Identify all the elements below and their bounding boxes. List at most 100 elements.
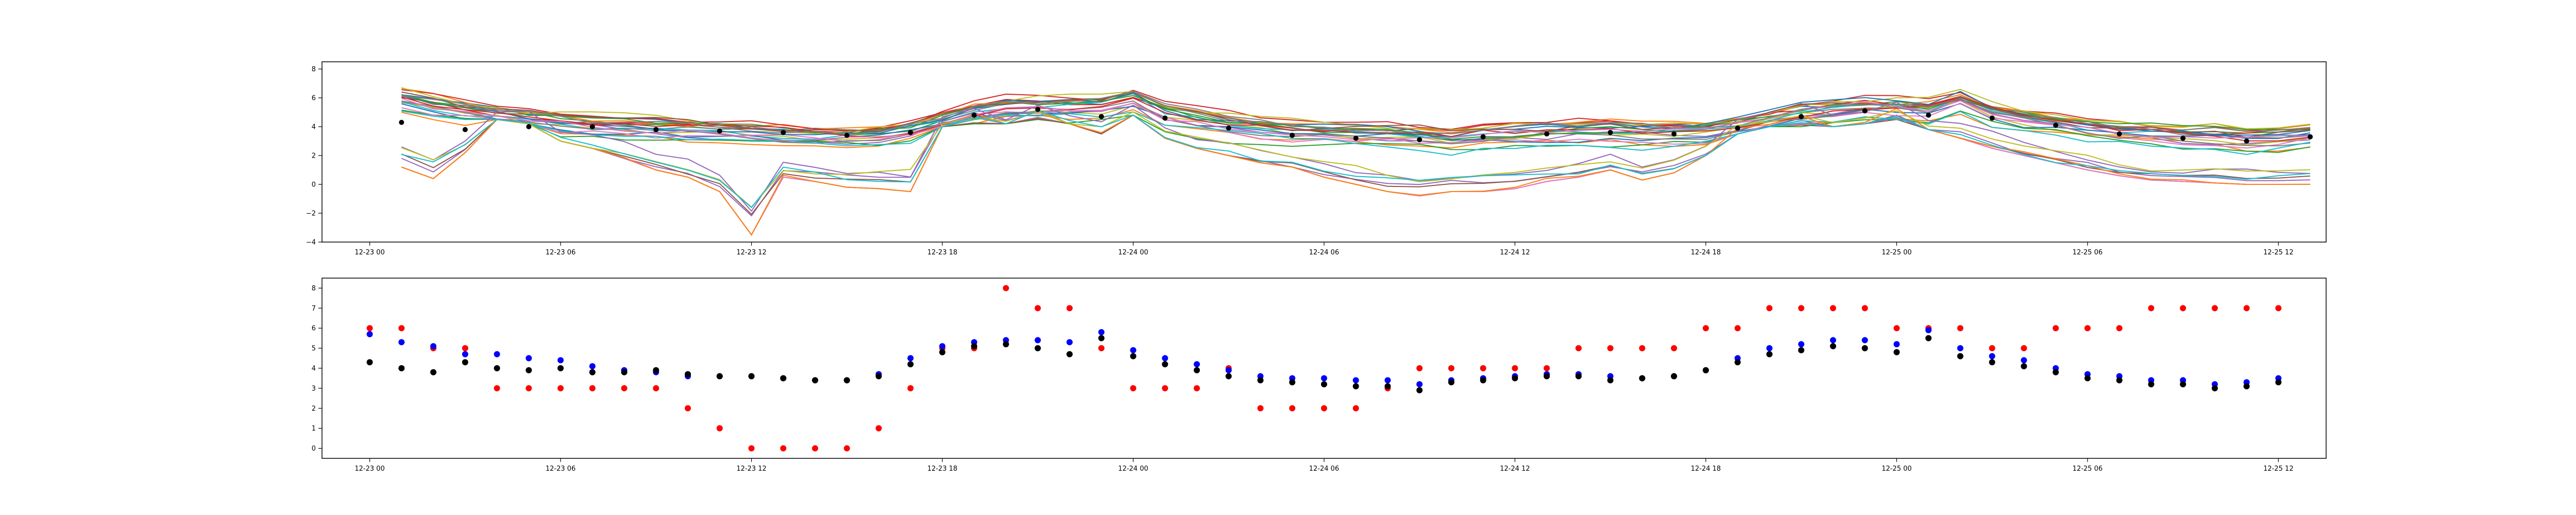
data-point	[653, 385, 659, 391]
data-point	[1066, 339, 1073, 346]
y-tick-label: 5	[312, 345, 316, 353]
y-tick-label: 7	[312, 305, 316, 313]
data-point	[1416, 381, 1423, 388]
x-tick-label: 12-23 12	[736, 249, 766, 256]
data-point	[875, 373, 882, 380]
data-point	[2053, 123, 2059, 128]
data-point	[2244, 139, 2249, 144]
data-point	[1194, 385, 1200, 391]
ensemble-member-line	[401, 110, 2311, 209]
x-tick-label: 12-24 12	[1500, 249, 1530, 256]
data-point	[971, 343, 977, 350]
data-point	[1321, 375, 1327, 382]
data-point	[1130, 353, 1137, 359]
data-point	[462, 345, 468, 352]
data-point	[1861, 345, 1868, 352]
data-point	[1035, 337, 1041, 344]
data-point	[2180, 305, 2187, 312]
data-point	[1989, 115, 1995, 121]
data-point	[557, 357, 564, 364]
x-tick-label: 12-23 18	[927, 465, 957, 473]
x-tick-label: 12-23 06	[546, 465, 575, 473]
data-point	[621, 385, 628, 391]
data-point	[1989, 359, 1995, 366]
data-point	[398, 325, 405, 332]
ensemble-member-line	[401, 110, 2311, 156]
data-point	[716, 373, 723, 380]
data-point	[1671, 373, 1677, 380]
data-point	[1130, 347, 1137, 353]
ensemble-lines	[401, 87, 2311, 236]
data-point	[398, 339, 405, 346]
x-tick-label: 12-23 18	[927, 249, 957, 256]
data-point	[2021, 363, 2027, 370]
data-point	[1194, 367, 1200, 373]
data-point	[1702, 367, 1709, 373]
ensemble-line-chart: −4 −2 0 2 4 6 8 12-23 00 12-23 06 12-23 12 12-23 1…	[306, 61, 2327, 256]
data-point	[1162, 115, 1168, 121]
data-point	[1480, 377, 1486, 384]
data-point	[462, 351, 468, 357]
x-tick-label: 12-23 00	[354, 249, 384, 256]
y-tick-label: 6	[312, 95, 316, 102]
data-point	[2211, 305, 2218, 312]
data-point	[653, 127, 659, 132]
data-point	[1480, 365, 1486, 371]
data-point	[430, 369, 437, 375]
data-point	[1352, 377, 1359, 384]
y-tick-label: 4	[312, 124, 316, 131]
scatter-series	[366, 335, 2282, 393]
data-point	[589, 369, 596, 375]
data-point	[907, 385, 914, 391]
data-point	[812, 445, 819, 452]
data-point	[526, 124, 532, 129]
data-point	[844, 132, 850, 138]
data-point	[589, 363, 596, 370]
ensemble-markers	[399, 107, 2313, 144]
x-tick-label: 12-24 00	[1118, 249, 1148, 256]
data-point	[1893, 325, 1900, 332]
data-point	[1098, 114, 1104, 119]
data-point	[1861, 337, 1868, 344]
ensemble-member-line	[401, 110, 2311, 208]
data-point	[557, 385, 564, 391]
data-point	[1829, 305, 1836, 312]
data-point	[1162, 355, 1168, 362]
data-point	[1544, 131, 1550, 136]
data-point	[1098, 335, 1105, 341]
y-tick-label: 2	[312, 152, 316, 160]
data-point	[557, 365, 564, 371]
data-point	[494, 351, 500, 357]
data-point	[399, 119, 404, 125]
data-point	[1544, 365, 1550, 371]
data-point	[2084, 375, 2091, 382]
data-point	[2021, 345, 2027, 352]
data-point	[1926, 112, 1931, 118]
y-tick-label: 3	[312, 385, 316, 392]
data-point	[1352, 383, 1359, 389]
data-point	[653, 367, 659, 373]
data-point	[589, 385, 596, 391]
data-point	[1035, 305, 1041, 312]
x-tick-label: 12-24 18	[1691, 465, 1721, 473]
data-point	[1512, 375, 1518, 382]
data-point	[1957, 345, 1963, 352]
data-point	[1066, 351, 1073, 357]
y-tick-label: 0	[312, 445, 316, 453]
data-point	[1893, 341, 1900, 348]
data-point	[1003, 341, 1009, 348]
data-point	[1607, 345, 1614, 352]
data-point	[1416, 365, 1423, 371]
data-point	[526, 367, 532, 373]
data-point	[1957, 325, 1963, 332]
plot-frame	[321, 278, 2327, 459]
data-point	[1257, 405, 1264, 411]
y-tick-label: 2	[312, 405, 316, 413]
scatter-series	[366, 285, 2282, 452]
data-point	[2243, 305, 2250, 312]
data-point	[875, 425, 882, 432]
data-point	[1098, 329, 1105, 335]
data-point	[1130, 385, 1137, 391]
data-point	[1321, 405, 1327, 411]
data-point	[1575, 373, 1582, 380]
